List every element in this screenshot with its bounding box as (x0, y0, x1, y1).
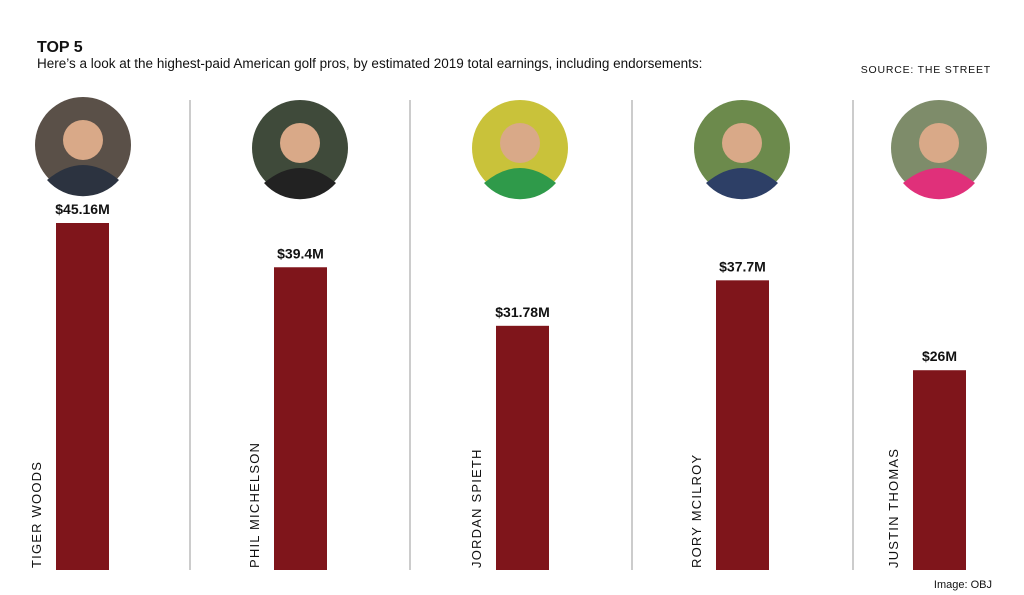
chart-title: TOP 5 (37, 39, 83, 56)
bar (56, 223, 109, 570)
value-label: $26M (922, 348, 957, 364)
category-label: JUSTIN THOMAS (886, 448, 901, 568)
bar (913, 370, 966, 570)
player-photo-head (500, 123, 540, 163)
player-photo-head (919, 123, 959, 163)
player-photo-head (63, 120, 103, 160)
value-label: $37.7M (719, 258, 766, 274)
value-label: $39.4M (277, 245, 324, 261)
category-label: RORY MCILROY (689, 454, 704, 568)
chart-subtitle: Here’s a look at the highest-paid Americ… (37, 56, 702, 71)
bar (274, 267, 327, 570)
value-label: $45.16M (55, 201, 109, 217)
player-photo-shirt (484, 168, 556, 200)
bar (496, 325, 549, 570)
player-photo-head (280, 123, 320, 163)
source: SOURCE: THE STREET (861, 64, 991, 76)
player-photo-head (722, 123, 762, 163)
image-credit: Image: OBJ (934, 579, 992, 591)
category-label: TIGER WOODS (29, 461, 44, 568)
player-photo-shirt (903, 168, 975, 200)
player-photo-shirt (264, 168, 336, 200)
category-label: PHIL MICHELSON (247, 442, 262, 568)
player-photo-shirt (706, 168, 778, 200)
category-label: JORDAN SPIETH (469, 448, 484, 568)
bar (716, 280, 769, 570)
value-label: $31.78M (495, 304, 549, 320)
player-photo-shirt (47, 165, 119, 197)
